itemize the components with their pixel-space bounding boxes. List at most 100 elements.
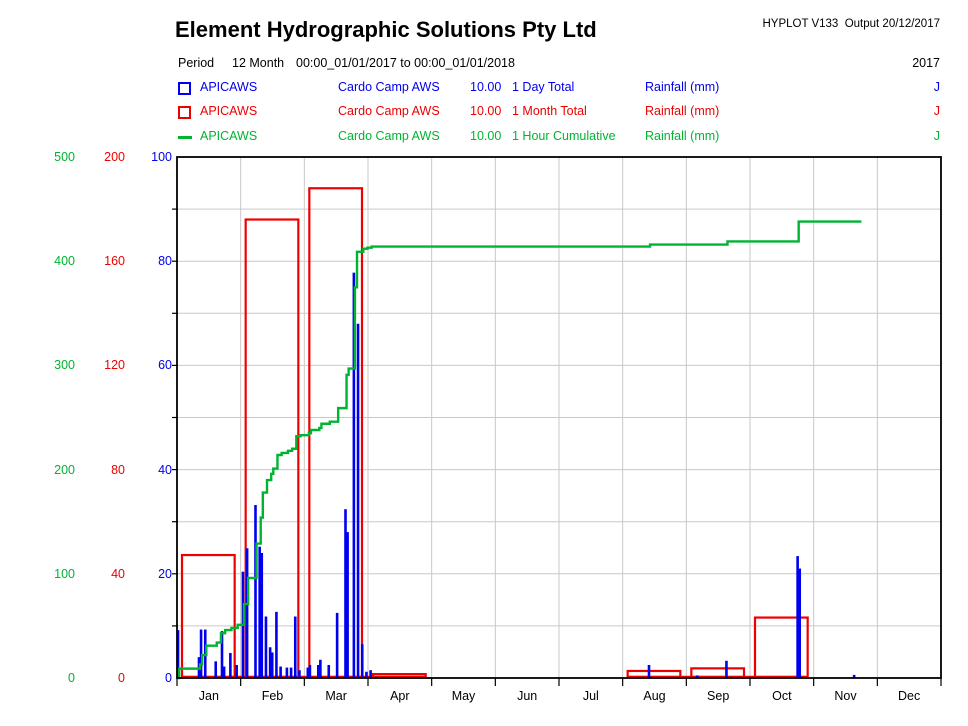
daily-rainfall-bar (316, 664, 320, 678)
month-label: Nov (834, 689, 857, 703)
daily-rainfall-bar (369, 670, 372, 678)
quality-flag: J (933, 80, 940, 94)
daily-rainfall-bar (298, 670, 301, 678)
station-id: APICAWS (200, 80, 258, 94)
green-axis-tick-label: 400 (54, 254, 75, 269)
blue-axis-tick-label: 60 (158, 358, 172, 373)
daily-rainfall-bar (695, 675, 699, 678)
interval-label: 1 Month Total (512, 104, 587, 118)
daily-rainfall-bar (229, 652, 232, 678)
daily-rainfall-bar (289, 667, 293, 678)
daily-rainfall-bar (220, 631, 224, 678)
station-id: APICAWS (200, 104, 258, 118)
daily-rainfall-bar (214, 661, 218, 678)
monthly-total-box (753, 616, 809, 679)
red-axis-tick-label: 160 (104, 254, 125, 269)
interval-label: 1 Day Total (512, 80, 575, 94)
period-year: 2017 (912, 56, 940, 70)
daily-rainfall-bar (254, 505, 257, 678)
daily-rainfall-bar (344, 509, 347, 678)
daily-rainfall-bar (245, 548, 249, 678)
daily-rainfall-bar (275, 611, 278, 678)
daily-rainfall-bar (270, 652, 274, 678)
daily-rainfall-bar (279, 666, 282, 678)
month-total-swatch-icon (178, 106, 191, 119)
variable-code: 10.00 (470, 129, 502, 143)
daily-rainfall-bar (647, 664, 651, 678)
red-axis-tick-label: 120 (104, 358, 125, 373)
green-axis-tick-label: 500 (54, 150, 75, 164)
daily-rainfall-bar (235, 664, 238, 678)
month-label: Mar (325, 689, 347, 703)
blue-axis-tick-label: 80 (158, 254, 172, 269)
daily-rainfall-bar (365, 671, 368, 678)
daily-rainfall-bar (327, 664, 331, 678)
parameter-label: Rainfall (mm) (645, 129, 720, 143)
daily-rainfall-bar (199, 629, 203, 678)
daily-rainfall-bar (346, 532, 349, 678)
legend-row-month-total: APICAWS Cardo Camp AWS 10.00 1 Month Tot… (0, 104, 968, 120)
monthly-total-box (690, 667, 746, 679)
red-axis-tick-label: 80 (111, 462, 125, 477)
monthly-total-box (626, 669, 682, 679)
daily-rainfall-bar (264, 616, 268, 678)
daily-rainfall-bar (352, 272, 356, 678)
interval-label: 1 Hour Cumulative (512, 129, 616, 143)
month-label: May (451, 689, 476, 703)
quality-flag: J (933, 129, 940, 143)
blue-axis-tick-label: 0 (165, 671, 172, 685)
daily-rainfall-bar (222, 666, 226, 678)
green-axis-tick-label: 300 (54, 358, 75, 373)
daily-rainfall-bar (360, 644, 364, 678)
daily-rainfall-bar (796, 556, 799, 678)
daily-rainfall-bar (852, 674, 856, 678)
daily-rainfall-bar (308, 664, 312, 678)
legend-row-cumulative: APICAWS Cardo Camp AWS 10.00 1 Hour Cumu… (0, 129, 968, 145)
green-axis-tick-label: 200 (54, 462, 75, 477)
month-label: Jul (582, 689, 599, 703)
monthly-total-box (244, 218, 300, 679)
month-label: Jan (198, 689, 219, 703)
daily-rainfall-bar (306, 667, 310, 678)
hyplot-version-stamp: HYPLOT V133 Output 20/12/2017 (762, 18, 940, 30)
month-label: Jun (517, 689, 538, 703)
red-axis-tick-label: 40 (111, 566, 125, 581)
cumulative-line-swatch-icon (178, 136, 192, 139)
page-title: Element Hydrographic Solutions Pty Ltd (175, 17, 597, 42)
month-label: Sep (707, 689, 730, 703)
site-name: Cardo Camp AWS (338, 104, 440, 118)
station-id: APICAWS (200, 129, 258, 143)
daily-rainfall-bar (798, 568, 802, 678)
day-total-swatch-icon (178, 82, 191, 95)
daily-rainfall-bar (176, 630, 180, 678)
cumulative-rainfall-line (177, 220, 862, 680)
daily-rainfall-bar (285, 667, 289, 678)
blue-axis-tick-label: 20 (158, 566, 172, 581)
daily-rainfall-bar (356, 323, 360, 678)
monthly-total-box (371, 672, 427, 679)
blue-axis-tick-label: 100 (151, 150, 172, 164)
period-range: 00:00_01/01/2017 to 00:00_01/01/2018 (296, 56, 515, 70)
parameter-label: Rainfall (mm) (645, 104, 720, 118)
variable-code: 10.00 (470, 104, 502, 118)
month-label: Dec (898, 689, 921, 703)
month-label: Feb (261, 689, 284, 703)
legend-row-day-total: APICAWS Cardo Camp AWS 10.00 1 Day Total… (0, 80, 968, 96)
green-axis-tick-label: 100 (54, 566, 75, 581)
period-duration: 12 Month (232, 56, 285, 70)
blue-axis-tick-label: 40 (158, 462, 172, 477)
red-axis-tick-label: 0 (118, 671, 125, 685)
red-axis-tick-label: 200 (104, 150, 125, 164)
parameter-label: Rainfall (mm) (645, 80, 720, 94)
quality-flag: J (933, 104, 940, 118)
site-name: Cardo Camp AWS (338, 129, 440, 143)
daily-rainfall-bar (258, 546, 261, 678)
monthly-total-box (180, 553, 236, 679)
daily-rainfall-bar (260, 552, 264, 678)
month-label: Apr (390, 689, 410, 703)
daily-rainfall-bar (335, 612, 339, 678)
daily-rainfall-bar (293, 616, 297, 678)
period-label: Period (178, 56, 215, 70)
